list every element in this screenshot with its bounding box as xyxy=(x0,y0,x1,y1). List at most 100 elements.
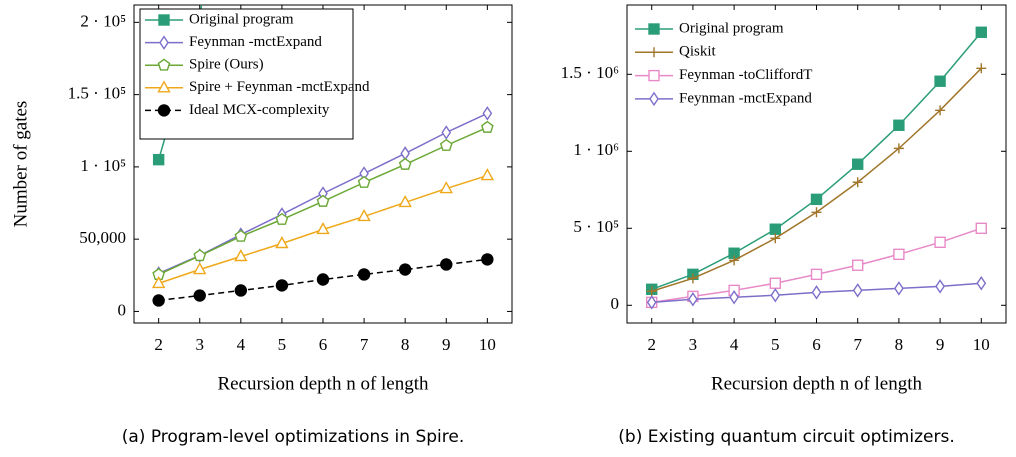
y-tick-label: 1.5 · 10⁵ xyxy=(68,84,126,103)
marker xyxy=(275,212,289,225)
y-tick-label: 0 xyxy=(118,300,127,319)
marker xyxy=(935,279,945,294)
marker xyxy=(894,281,904,296)
y-tick-label: 0 xyxy=(611,294,620,313)
x-tick-label: 7 xyxy=(853,335,862,354)
legend-label: Spire (Ours) xyxy=(189,57,264,73)
x-tick-label: 4 xyxy=(730,335,739,354)
marker xyxy=(482,106,493,121)
marker xyxy=(151,275,166,289)
marker xyxy=(398,157,412,170)
x-tick-label: 5 xyxy=(771,335,780,354)
x-tick-label: 7 xyxy=(360,335,369,354)
marker xyxy=(934,75,946,87)
marker xyxy=(152,153,165,166)
y-axis-label: Number of gates xyxy=(10,101,31,228)
marker xyxy=(439,181,453,194)
x-tick-label: 8 xyxy=(895,335,904,354)
marker xyxy=(316,194,330,207)
marker xyxy=(441,125,452,140)
marker xyxy=(769,277,782,289)
marker xyxy=(158,14,170,26)
marker xyxy=(157,80,171,93)
x-tick-label: 2 xyxy=(647,335,656,354)
marker xyxy=(648,69,660,82)
series xyxy=(646,63,987,297)
legend-label: Qiskit xyxy=(679,44,717,60)
y-tick-label: 1 · 10⁶ xyxy=(573,140,619,159)
marker xyxy=(851,259,864,271)
marker xyxy=(649,47,659,58)
x-tick-label: 9 xyxy=(442,335,451,354)
marker xyxy=(649,91,659,107)
x-tick-label: 6 xyxy=(319,335,328,354)
marker xyxy=(976,276,987,291)
marker xyxy=(275,236,289,249)
marker xyxy=(357,175,371,188)
marker xyxy=(646,286,657,297)
marker xyxy=(193,289,206,302)
x-tick-label: 3 xyxy=(689,335,698,354)
marker xyxy=(480,168,495,181)
y-tick-label: 50,000 xyxy=(79,228,126,247)
legend-label: Original program xyxy=(189,11,294,27)
x-axis-label: Recursion depth n of length xyxy=(711,373,923,394)
marker xyxy=(275,279,289,292)
x-tick-label: 6 xyxy=(812,335,821,354)
legend-label: Feynman -mctExpand xyxy=(189,34,322,50)
marker xyxy=(811,207,822,218)
marker xyxy=(935,105,946,116)
marker xyxy=(316,273,330,286)
marker xyxy=(729,255,740,266)
series xyxy=(646,276,987,310)
marker xyxy=(648,23,660,35)
marker xyxy=(810,268,823,281)
legend-frame xyxy=(139,8,354,140)
legend-label: Feynman -mctExpand xyxy=(679,90,812,106)
marker xyxy=(440,258,453,271)
marker xyxy=(481,120,494,133)
marker xyxy=(893,248,905,261)
marker xyxy=(234,229,248,242)
caption: (b) Existing quantum circuit optimizers. xyxy=(618,427,954,447)
x-axis-label: Recursion depth n of length xyxy=(217,373,429,394)
legend-label: Feynman -toCliffordT xyxy=(679,67,812,83)
x-tick-label: 2 xyxy=(154,335,163,354)
caption: (a) Program-level optimizations in Spire… xyxy=(122,427,465,447)
marker xyxy=(688,292,698,307)
marker xyxy=(400,146,411,161)
y-tick-label: 5 · 10⁵ xyxy=(573,217,619,236)
marker xyxy=(357,268,371,281)
marker xyxy=(770,288,781,303)
marker xyxy=(893,119,905,131)
marker xyxy=(976,63,987,74)
marker xyxy=(152,294,165,307)
legend-label: Spire + Feynman -mctExpand xyxy=(189,79,370,95)
y-tick-label: 1 · 10⁵ xyxy=(80,156,126,175)
marker xyxy=(646,295,657,310)
y-tick-label: 2 · 10⁵ xyxy=(80,11,126,30)
x-tick-label: 8 xyxy=(401,335,410,354)
legend-label: Original program xyxy=(679,20,784,36)
marker xyxy=(157,104,171,117)
x-tick-label: 10 xyxy=(973,335,990,354)
marker xyxy=(934,236,946,249)
marker xyxy=(729,290,739,305)
marker xyxy=(439,138,453,151)
marker xyxy=(810,193,823,206)
marker xyxy=(157,58,171,71)
marker xyxy=(398,194,412,208)
marker xyxy=(234,284,248,297)
series xyxy=(152,253,494,307)
marker xyxy=(193,249,207,262)
x-tick-label: 5 xyxy=(278,335,287,354)
marker xyxy=(770,233,781,244)
marker xyxy=(234,249,248,262)
marker xyxy=(687,273,698,284)
marker xyxy=(481,253,494,266)
marker xyxy=(811,285,822,300)
x-tick-label: 3 xyxy=(195,335,204,354)
legend-label: Ideal MCX-complexity xyxy=(189,102,330,118)
marker xyxy=(357,209,371,222)
